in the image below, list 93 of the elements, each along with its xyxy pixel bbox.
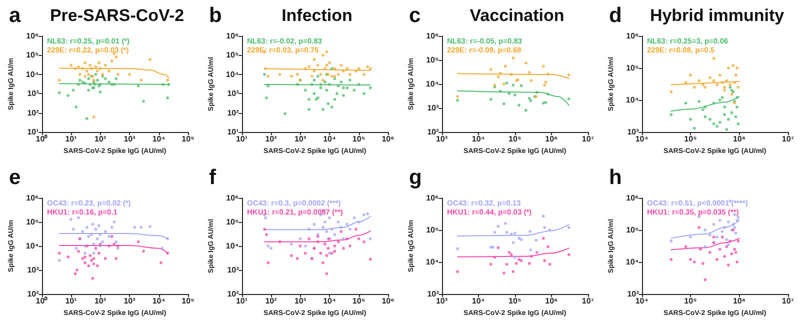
y-tick-label: 10⁵ [626,64,639,72]
text: h [609,166,622,189]
y-tick-label: 10³ [227,89,240,98]
chart-title: Pre-SARS-CoV-2 [50,6,184,25]
x-tick-label: 10⁵ [508,296,522,306]
x-tick-label: 10⁴ [635,134,648,144]
y-tick-label: 10⁵ [426,226,439,234]
x-tick-label: 10⁵ [182,296,195,306]
chart-title: Hybrid immunity [650,6,785,25]
y-tick-label: 10⁵ [426,56,439,64]
y-tick-label: 10⁶ [26,194,40,202]
y-tick-label: 10⁴ [626,96,639,104]
y-tick-label: 10⁶ [626,32,640,40]
x-tick-label: 10⁵ [352,134,366,144]
y-tick-label: 10⁵ [26,218,39,226]
x-tick-label: 10³ [436,134,448,144]
y-tick-label: 10⁴ [626,258,639,266]
text: g [409,166,422,189]
x-tick-label: 10⁰ [36,296,48,306]
x-tick-label: 10³ [124,296,136,306]
x-tick-label: 10⁵ [684,134,698,144]
y-tick-label: 10³ [627,290,640,298]
y-tick-label: 10³ [627,128,640,136]
x-tick-label: 10² [265,134,278,144]
x-tick-label: 10⁵ [508,134,522,144]
x-tick-label: 10¹ [236,134,248,144]
x-tick-label: 10¹ [65,134,78,144]
y-tick-label: 10⁶ [226,194,240,202]
y-tick-label: 10² [27,290,40,298]
x-tick-label: 10⁴ [635,296,648,306]
x-tick-label: 10⁵ [182,134,195,144]
x-tick-label: 10⁴ [323,134,336,144]
y-tick-label: 10³ [427,290,440,298]
y-tick-label: 10⁵ [226,50,239,60]
y-tick-label: 10⁴ [26,242,39,250]
y-tick-label: 10⁴ [226,70,239,79]
y-tick-label: 10³ [227,266,240,274]
x-tick-label: 10⁶ [382,296,395,306]
y-tick-label: 10¹ [27,128,40,136]
x-tick-label: 10¹ [236,296,248,306]
y-tick-label: 10² [427,128,440,136]
x-tick-label: 10⁰ [36,134,48,144]
x-tick-label: 10⁴ [472,296,485,306]
y-tick-label: 10⁶ [226,32,240,40]
y-tick-label: 10⁴ [426,80,439,88]
y-tick-label: 10⁴ [26,70,39,79]
y-tick-label: 10² [227,108,240,118]
x-tick-label: 10² [94,134,106,144]
text: d [609,4,622,27]
x-tick-label: 10⁶ [732,296,746,306]
x-tick-label: 10⁶ [382,134,395,144]
x-tick-label: 10³ [294,134,306,144]
x-tick-label: 10⁶ [732,134,746,144]
chart-title: Infection [282,6,352,25]
y-tick-label: 10³ [27,89,40,98]
y-tick-label: 10¹ [227,128,240,136]
y-tick-label: 10⁴ [426,258,439,266]
y-tick-label: 10⁵ [226,218,239,226]
y-tick-label: 10⁶ [626,194,640,202]
x-tick-label: 10⁶ [545,134,558,144]
y-tick-label: 10⁶ [426,194,440,202]
x-tick-label: 10⁷ [782,296,794,306]
x-tick-label: 10⁴ [152,296,166,306]
x-tick-label: 10⁵ [684,296,698,306]
y-tick-label: 10⁴ [226,242,239,250]
x-tick-label: 10⁴ [323,296,336,306]
x-tick-label: 10³ [124,134,136,144]
text: b [209,4,222,27]
y-tick-label: 10³ [27,266,40,274]
y-tick-label: 10⁵ [26,50,39,60]
x-tick-label: 10⁴ [152,134,166,144]
y-tick-label: 10⁶ [26,32,40,40]
y-tick-label: 10⁵ [626,226,639,234]
x-tick-label: 10² [265,296,278,306]
text: a [9,4,21,27]
y-tick-label: 10² [27,108,40,118]
x-tick-label: 10⁴ [472,134,485,144]
x-tick-label: 10⁷ [582,134,594,144]
text: f [209,166,217,189]
x-tick-label: 10⁵ [352,296,366,306]
x-tick-label: 10⁶ [545,296,558,306]
x-tick-label: 10¹ [65,296,78,306]
text: c [409,4,421,27]
y-tick-label: 10³ [427,104,440,112]
chart-title: Vaccination [470,6,564,25]
x-tick-label: 10² [94,296,106,306]
y-tick-label: 10⁶ [426,32,440,40]
x-tick-label: 10⁷ [782,134,794,144]
x-tick-label: 10³ [436,296,448,306]
y-tick-label: 10² [227,290,240,298]
x-tick-label: 10⁷ [582,296,594,306]
text: e [9,166,21,189]
x-tick-label: 10³ [294,296,306,306]
